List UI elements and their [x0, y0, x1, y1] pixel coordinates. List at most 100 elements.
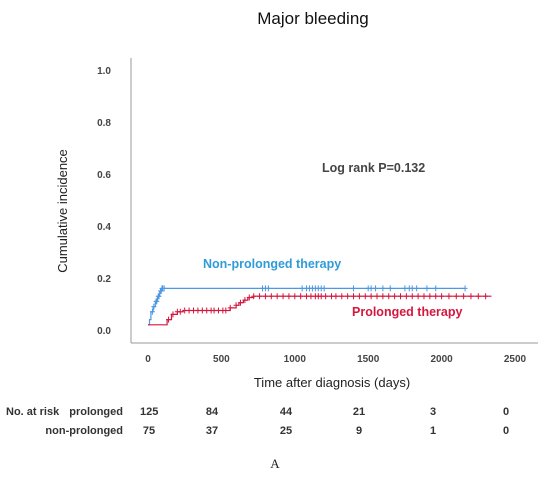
censor-mark	[204, 307, 210, 314]
censor-mark	[483, 293, 489, 300]
censor-mark	[170, 311, 176, 318]
censor-mark	[475, 293, 481, 300]
x-tick-label: 2500	[504, 354, 527, 365]
censor-mark	[421, 293, 427, 300]
risk-table-title: No. at risk	[6, 406, 60, 418]
censor-mark	[318, 293, 324, 300]
x-tick-label: 0	[145, 354, 151, 365]
censor-mark	[453, 293, 459, 300]
censor-mark	[304, 293, 310, 300]
censor-mark	[356, 293, 362, 300]
censor-mark	[274, 293, 280, 300]
censor-mark	[227, 304, 233, 311]
risk-cell: 0	[502, 406, 510, 418]
series-label-non-prolonged: Non-prolonged therapy	[203, 257, 341, 271]
censor-mark	[424, 285, 430, 292]
censor-mark	[351, 293, 357, 300]
series-prolonged	[148, 293, 492, 326]
y-tick-label: 0.2	[97, 274, 111, 285]
censor-mark	[402, 285, 408, 292]
censor-mark	[373, 285, 379, 292]
censor-mark	[265, 285, 271, 292]
censor-mark	[439, 293, 445, 300]
y-tick-label: 1.0	[97, 66, 111, 77]
censor-mark	[246, 294, 252, 301]
censor-mark	[268, 293, 274, 300]
risk-row-label: non-prolonged	[45, 425, 123, 437]
censor-mark	[433, 285, 439, 292]
censor-mark	[166, 316, 172, 323]
censor-mark	[286, 293, 292, 300]
censor-mark	[298, 293, 304, 300]
censor-mark	[397, 293, 403, 300]
censor-mark	[299, 285, 305, 292]
censor-mark	[151, 303, 157, 310]
log-rank-annotation: Log rank P=0.132	[322, 161, 425, 175]
censor-mark	[215, 307, 221, 314]
censor-mark	[329, 293, 334, 300]
censor-mark	[223, 307, 229, 314]
censor-mark	[308, 293, 314, 300]
censor-mark	[237, 299, 243, 306]
censor-mark	[409, 293, 415, 300]
risk-cell: 84	[205, 406, 219, 418]
chart-title: Major bleeding	[257, 9, 369, 28]
censor-mark	[242, 297, 248, 304]
censor-mark	[177, 308, 183, 315]
censor-mark	[380, 293, 386, 300]
censor-mark	[403, 293, 409, 300]
risk-cell: 9	[355, 425, 363, 437]
censor-mark	[211, 307, 217, 314]
risk-row-label: prolonged	[69, 406, 123, 418]
risk-cell: 44	[279, 406, 293, 418]
risk-cell: 25	[279, 425, 293, 437]
risk-cell: 21	[352, 406, 366, 418]
censor-mark	[362, 293, 368, 300]
censor-mark	[257, 293, 263, 300]
censor-mark	[462, 285, 468, 292]
series-label-prolonged: Prolonged therapy	[352, 305, 462, 319]
censor-mark	[292, 293, 298, 300]
censor-mark	[191, 307, 197, 314]
plot-area	[130, 58, 538, 344]
panel-label: A	[270, 456, 280, 471]
censor-mark	[368, 285, 374, 292]
censor-mark	[233, 302, 239, 309]
censor-mark	[415, 293, 421, 300]
y-tick-labels: 0.0 0.2 0.4 0.6 0.8 1.0	[97, 66, 111, 337]
censor-mark	[154, 298, 160, 305]
censor-mark	[374, 293, 380, 300]
censor-mark	[368, 293, 374, 300]
risk-cell: 37	[205, 425, 219, 437]
y-tick-label: 0.0	[97, 326, 111, 337]
censor-mark	[446, 293, 452, 300]
risk-cell: 1	[429, 425, 437, 437]
risk-cell: 3	[429, 406, 437, 418]
censor-mark	[251, 293, 257, 300]
censor-mark	[333, 293, 339, 300]
censor-mark	[182, 307, 188, 314]
censor-mark	[392, 293, 398, 300]
y-tick-label: 0.4	[97, 222, 111, 233]
x-axis-label: Time after diagnosis (days)	[254, 375, 410, 390]
censor-mark	[156, 293, 162, 300]
censor-mark	[161, 285, 167, 292]
y-axis-label: Cumulative incidence	[55, 149, 70, 273]
x-tick-label: 500	[213, 354, 230, 365]
censor-mark	[199, 307, 205, 314]
censor-mark	[351, 285, 357, 292]
censor-mark	[323, 293, 329, 300]
censor-mark	[427, 293, 433, 300]
y-tick-label: 0.8	[97, 118, 111, 129]
risk-cell: 0	[502, 425, 510, 437]
censor-mark	[149, 308, 155, 315]
censor-mark	[433, 293, 439, 300]
censor-mark	[321, 285, 327, 292]
censor-mark	[387, 285, 393, 292]
censor-mark	[339, 293, 345, 300]
censor-mark	[461, 293, 467, 300]
x-tick-label: 1500	[357, 354, 380, 365]
censor-mark	[380, 285, 386, 292]
censor-mark	[345, 293, 351, 300]
censor-mark	[186, 307, 192, 314]
